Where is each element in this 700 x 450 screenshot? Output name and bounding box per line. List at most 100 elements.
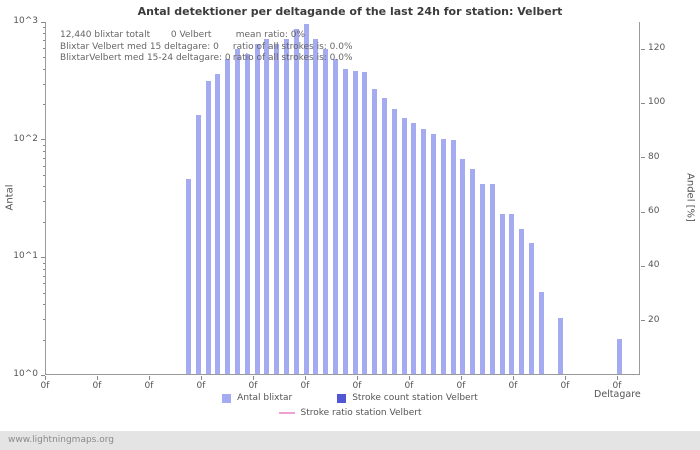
y-axis-minor-tick [43, 175, 45, 177]
bar [352, 71, 358, 374]
y2-axis-tick [641, 320, 645, 322]
y2-axis-tick [641, 265, 645, 267]
legend-swatch-antal-blixtar [222, 393, 232, 403]
x-axis-tick-label: 0f [144, 381, 154, 391]
y2-axis-tick-label: 40 [648, 260, 660, 271]
chart-title: Antal detektioner per deltagande of the … [137, 5, 563, 18]
y-axis-minor-tick [43, 145, 45, 147]
bar [293, 29, 299, 374]
watermark-text: www.lightningmaps.org [8, 435, 114, 445]
x-axis-tick [305, 376, 306, 380]
bar [431, 133, 436, 374]
y-axis-minor-tick [43, 157, 45, 159]
x-axis-tick [513, 376, 514, 380]
y-axis-minor-tick [43, 268, 45, 270]
strokes-15-text: Blixtar Velbert med 15 deltagare: 0 [60, 41, 219, 52]
stats-annotation: 12,440 blixtar totalt 0 Velbert mean rat… [60, 30, 353, 65]
x-axis-tick [357, 376, 358, 380]
bar [333, 59, 338, 374]
y-axis-minor-tick [43, 186, 45, 188]
bar [509, 213, 515, 374]
bar [421, 129, 427, 374]
bar [274, 44, 280, 374]
y-axis-minor-tick [43, 283, 45, 285]
x-axis-tick-label: 0f [352, 381, 362, 391]
legend-label-stroke-ratio: Stroke ratio station Velbert [300, 408, 422, 418]
x-axis-tick [253, 376, 254, 380]
bar [186, 179, 191, 374]
y-axis-label-left: Antal [4, 184, 16, 211]
mean-ratio-text: mean ratio: 0% [235, 30, 306, 40]
y-axis-minor-tick [43, 27, 45, 29]
y-axis-minor-tick [43, 83, 45, 85]
y-axis-minor-tick [43, 275, 45, 277]
x-axis-tick-label: 0f [40, 381, 50, 391]
bar [450, 140, 456, 374]
bar [342, 69, 348, 374]
y-axis-tick-label: 10^1 [13, 251, 38, 262]
x-axis-tick [97, 376, 98, 380]
y-axis-tick [41, 21, 45, 23]
legend-row-2: Stroke ratio station Velbert [278, 408, 422, 418]
watermark-bar: www.lightningmaps.org [0, 431, 700, 450]
y2-axis-tick [641, 48, 645, 50]
x-axis-tick-label: 0f [404, 381, 414, 391]
ratio-15-text: ratio of all strokes is: 0.0% [232, 41, 353, 52]
x-axis-tick-label: 0f [248, 381, 258, 391]
x-axis-tick-label: 0f [196, 381, 206, 391]
stats-line-1: 12,440 blixtar totalt 0 Velbert mean rat… [60, 30, 353, 42]
bar [480, 184, 485, 374]
y-axis-minor-tick [43, 292, 45, 294]
legend-row-1: Antal blixtar Stroke count station Velbe… [222, 393, 478, 403]
y2-axis-tick-label: 80 [648, 151, 660, 162]
y-axis-minor-tick [43, 221, 45, 223]
plot-area: 12,440 blixtar totalt 0 Velbert mean rat… [45, 22, 640, 375]
x-axis-label: Deltagare [594, 389, 641, 400]
y2-axis-tick-label: 60 [648, 206, 660, 217]
bar [529, 242, 534, 374]
y2-axis-tick-label: 20 [648, 314, 660, 325]
x-axis-tick [201, 376, 202, 380]
legend-item-stroke-count: Stroke count station Velbert [337, 393, 478, 403]
y-axis-tick [41, 374, 45, 376]
x-axis-tick-label: 0f [508, 381, 518, 391]
x-axis-tick-label: 0f [92, 381, 102, 391]
bar [225, 59, 231, 374]
x-axis-tick [461, 376, 462, 380]
y-axis-minor-tick [43, 304, 45, 306]
bar [617, 338, 623, 374]
y-axis-tick-label: 10^0 [13, 369, 38, 379]
bar [205, 80, 211, 374]
y2-axis-tick [641, 157, 645, 159]
legend-swatch-stroke-count [337, 393, 347, 403]
y-axis-tick-label: 10^3 [13, 16, 38, 26]
bar [519, 229, 525, 374]
bar [313, 39, 319, 374]
legend-item-antal-blixtar: Antal blixtar [222, 393, 292, 403]
legend-label-stroke-count: Stroke count station Velbert [352, 393, 478, 403]
y-axis-tick [41, 256, 45, 258]
x-axis-tick-label: 0f [456, 381, 466, 391]
bar [195, 114, 201, 374]
total-strokes-text: 12,440 blixtar totalt [60, 30, 151, 40]
bar [284, 39, 289, 374]
y-axis-minor-tick [43, 40, 45, 42]
bar [372, 88, 378, 374]
bar [538, 291, 544, 374]
y-axis-minor-tick [43, 262, 45, 264]
stats-line-2: Blixtar Velbert med 15 deltagare: 0 rati… [60, 42, 353, 54]
bar [460, 159, 466, 374]
y-axis-minor-tick [43, 318, 45, 320]
bar [391, 108, 397, 374]
strokes-15-24-text: BlixtarVelbert med 15-24 deltagare: 0 [60, 53, 231, 63]
y-axis-minor-tick [43, 339, 45, 341]
y2-axis-tick [641, 102, 645, 104]
bar [382, 98, 387, 374]
y2-axis-tick [641, 211, 645, 213]
y-axis-minor-tick [43, 151, 45, 153]
bar [254, 44, 260, 374]
y2-axis-tick-label: 120 [648, 43, 666, 54]
bar [215, 73, 221, 374]
bar [440, 138, 446, 374]
